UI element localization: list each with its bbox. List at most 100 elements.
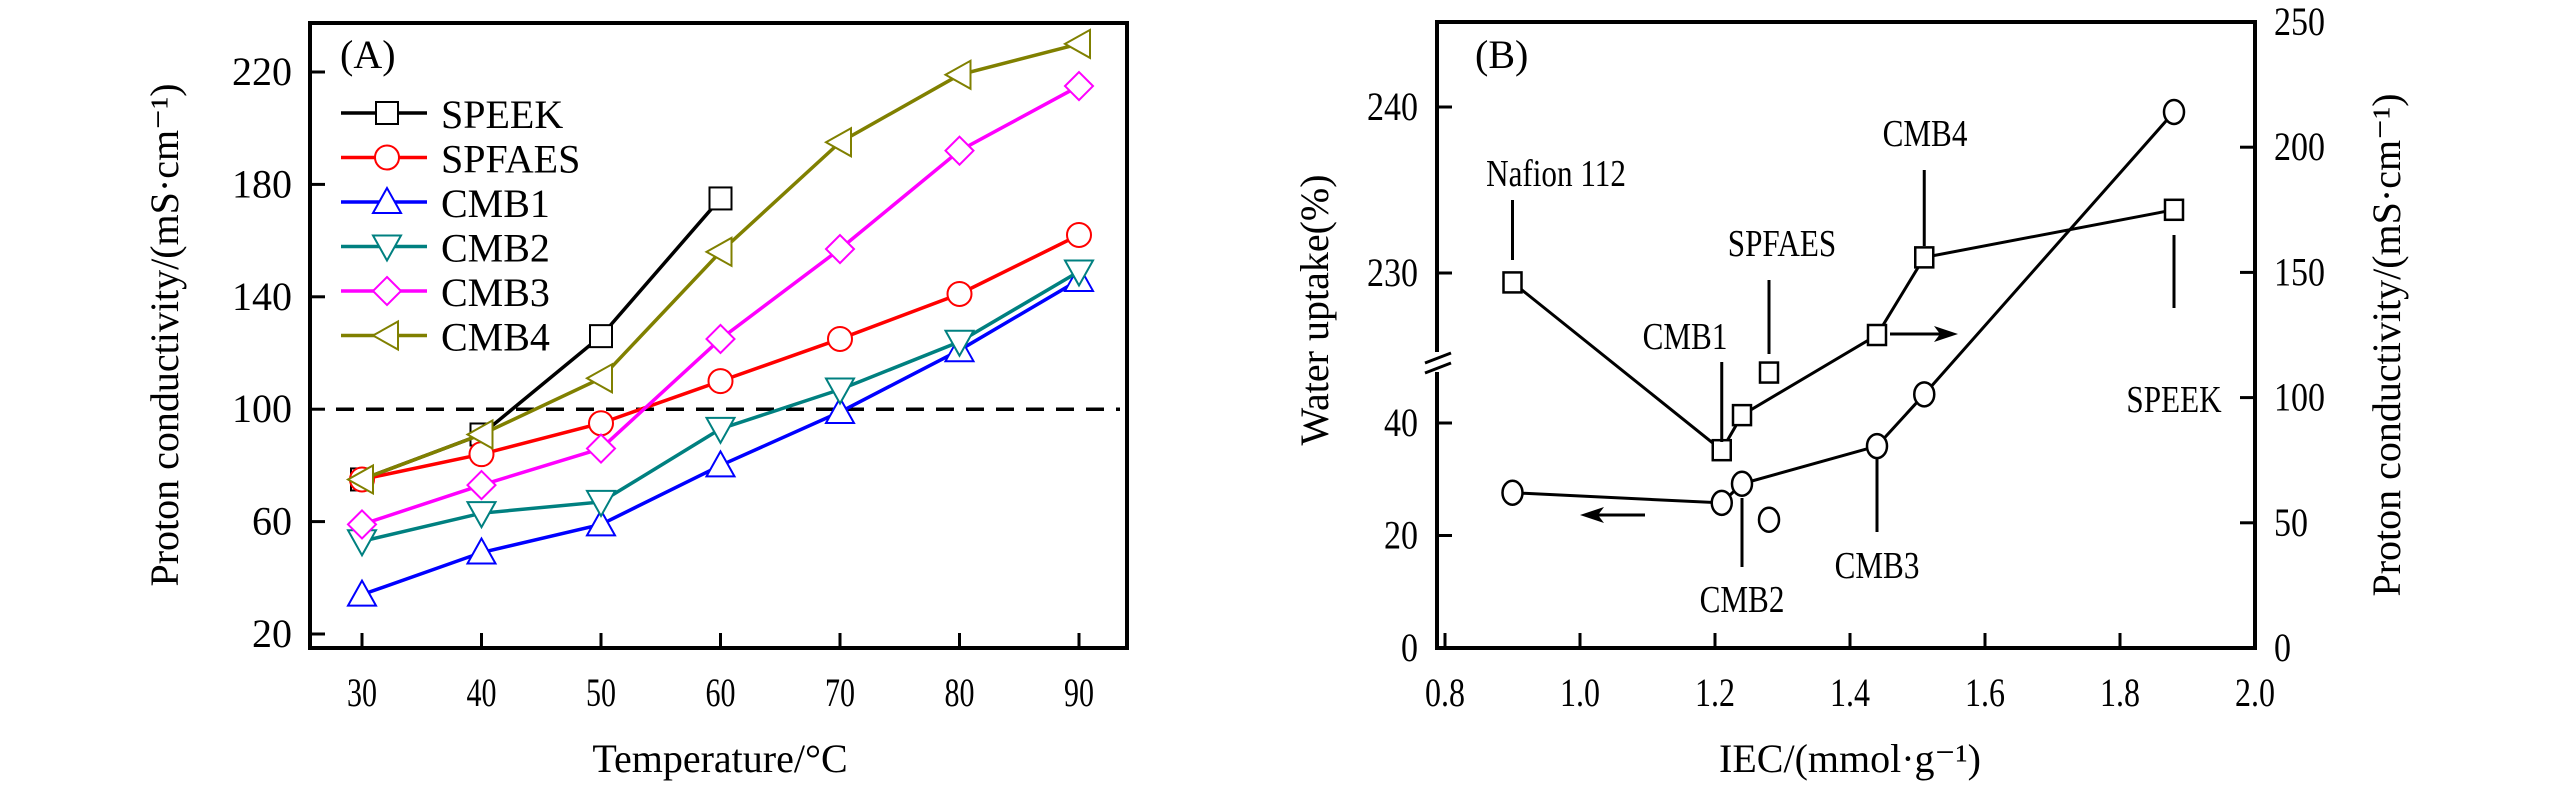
data-point: [465, 536, 498, 565]
data-point: [827, 325, 853, 352]
legend-item-cmb2: CMB2: [341, 226, 550, 271]
data-point: [346, 508, 378, 540]
annotation-label: SPFAES: [1728, 222, 1837, 265]
legend-item-spfaes: SPFAES: [341, 137, 580, 182]
data-point: [824, 395, 856, 425]
panel-a-series: [345, 28, 1095, 607]
legend-marker: [374, 144, 400, 171]
data-point: [1066, 221, 1092, 248]
x-tick-label: 70: [825, 670, 855, 715]
left-y-tick-label: 40: [1384, 402, 1418, 446]
right-y-tick-label: 150: [2274, 251, 2325, 295]
data-point: [465, 418, 494, 451]
series-cmb4: [345, 28, 1091, 496]
data-point: [588, 410, 614, 437]
right-y-tick-label: 50: [2274, 501, 2308, 545]
data-point: [584, 362, 613, 394]
data-point: [345, 463, 374, 496]
legend-label: SPEEK: [441, 92, 563, 137]
y-tick-label: 60: [252, 499, 292, 544]
legend-label: CMB3: [441, 270, 550, 315]
data-point: [585, 508, 617, 537]
y-tick-label: 180: [232, 161, 292, 206]
data-point: [946, 280, 973, 307]
y-tick-label: 20: [252, 611, 292, 656]
right-y-tick-label: 200: [2274, 126, 2325, 170]
panel-b-ticks: 0.8 1.0 1.2 1.4 1.6 1.8 2.00204023024005010015…: [1367, 1, 2325, 715]
data-point: [585, 489, 617, 518]
data-point: [2162, 98, 2186, 126]
x-tick-label: 40: [467, 670, 497, 715]
x-tick-label: 1.0: [1560, 671, 1600, 715]
x-tick-label: 1.8: [2100, 671, 2140, 715]
data-point: [1062, 28, 1091, 60]
data-point: [705, 323, 736, 355]
series-cmb2: [346, 259, 1095, 558]
data-point: [465, 501, 498, 530]
data-point: [704, 416, 737, 445]
data-point: [1063, 70, 1095, 102]
data-point: [1731, 403, 1753, 427]
annotation-cmb3: CMB3: [1835, 458, 1920, 587]
series-water-uptake: [1501, 98, 2186, 533]
data-point: [824, 377, 856, 406]
data-point: [943, 329, 976, 358]
annotation-cmb1: CMB1: [1643, 315, 1727, 442]
legend-label: CMB1: [441, 181, 550, 226]
right-arrow-head: [1934, 326, 1958, 342]
panel-b-annotations: Nafion 112 CMB1 SPFAES CMB4 SPEEK CMB2 CMB3: [1486, 112, 2222, 621]
legend-marker: [371, 275, 403, 307]
data-point: [708, 186, 733, 211]
data-point: [943, 59, 972, 91]
data-point: [823, 126, 852, 158]
annotation-speek: SPEEK: [2126, 235, 2222, 421]
panel-a-label: (A): [340, 32, 396, 77]
right-y-tick-label: 0: [2274, 627, 2291, 671]
data-point: [1913, 381, 1936, 408]
data-point: [1866, 323, 1888, 347]
panel-b-right-axis-title: Proton conductivity/(mS·cm⁻¹): [2364, 93, 2409, 596]
panel-b-series: [1501, 98, 2186, 533]
data-point: [707, 368, 734, 395]
data-point: [1063, 259, 1095, 288]
annotation-label: CMB4: [1883, 112, 1968, 155]
series-line: [1512, 110, 2176, 505]
legend-marker: [371, 185, 403, 214]
right-y-tick-label: 250: [2274, 1, 2325, 45]
series-cmb3: [346, 70, 1095, 540]
data-point: [589, 324, 613, 349]
data-point: [346, 578, 378, 607]
y-tick-label: 100: [232, 386, 292, 431]
x-tick-label: 50: [586, 670, 616, 715]
legend-item-cmb4: CMB4: [341, 315, 550, 360]
legend-label: SPFAES: [441, 137, 580, 182]
legend-label: CMB4: [441, 315, 550, 360]
legend-marker: [370, 319, 399, 352]
annotation-spfaes: SPFAES: [1728, 222, 1837, 354]
x-tick-label: 90: [1064, 670, 1094, 715]
annotation-label: SPEEK: [2126, 378, 2221, 421]
panel-a-ticks: 30 40 50 60 70 80 90 20 60 100 140 180 220: [232, 49, 1094, 715]
x-tick-label: 1.4: [1830, 671, 1870, 715]
panel-b: 0.8 1.0 1.2 1.4 1.6 1.8 2.00204023024005010015…: [1292, 1, 2409, 781]
legend-item-cmb3: CMB3: [341, 270, 550, 315]
left-y-tick-label: 0: [1401, 627, 1418, 671]
annotation-label: Nafion 112: [1486, 152, 1626, 195]
panel-b-x-axis-title: IEC/(mmol·g⁻¹): [1719, 736, 1981, 781]
data-point: [1914, 246, 1935, 269]
left-y-tick-label: 230: [1367, 252, 1418, 296]
data-point: [1502, 271, 1523, 294]
data-point: [1711, 438, 1732, 462]
legend-item-cmb1: CMB1: [341, 181, 550, 226]
data-point: [2163, 198, 2185, 222]
axis-break-marks: [1424, 351, 1452, 375]
panel-a: 30 40 50 60 70 80 90 20 60 100 140 180 220 (A) SPEEK…: [142, 21, 1129, 781]
y-tick-label: 140: [232, 274, 292, 319]
annotation-label: CMB3: [1835, 544, 1920, 587]
data-point: [1865, 432, 1889, 460]
left-arrow-head: [1580, 507, 1604, 523]
data-point: [944, 135, 975, 167]
panel-b-label: (B): [1475, 32, 1528, 77]
x-tick-label: 1.2: [1695, 671, 1735, 715]
